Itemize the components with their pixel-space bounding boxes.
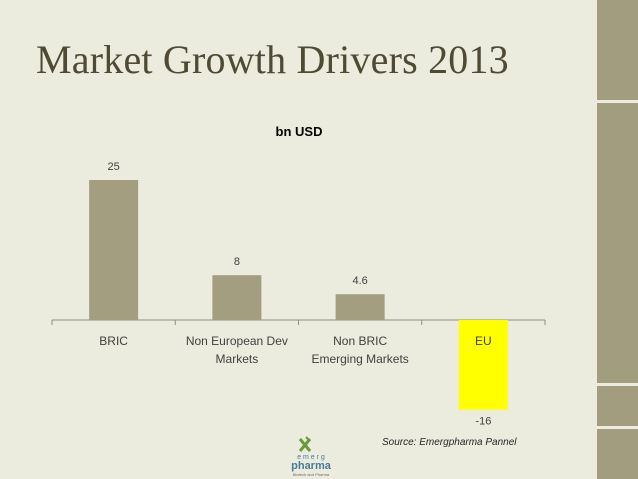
logo-text-top: e m e r g <box>297 454 325 461</box>
category-label-2: Emerging Markets <box>311 352 408 366</box>
chart-title: bn USD <box>276 124 323 139</box>
bar-1 <box>212 275 262 320</box>
logo-text-main: pharma <box>291 460 332 472</box>
slide-title: Market Growth Drivers 2013 <box>36 37 509 82</box>
side-decoration-block-top <box>597 0 638 100</box>
category-label-3: EU <box>475 334 492 348</box>
side-decoration-block-lower <box>597 386 638 426</box>
logo-text-sub: Biotech and Pharma <box>293 472 330 477</box>
data-label-2: 4.6 <box>352 275 367 287</box>
data-label-0: 25 <box>108 161 120 173</box>
emergpharma-logo: e m e r g pharma Biotech and Pharma <box>291 436 332 477</box>
category-label-1: Markets <box>216 352 259 366</box>
side-decoration-block-bottom <box>597 429 638 479</box>
data-label-3: -16 <box>475 416 491 428</box>
side-decoration-block-middle <box>597 103 638 383</box>
bar-2 <box>335 294 385 320</box>
source-note: Source: Emergpharma Pannel <box>382 437 517 448</box>
logo-leaf-icon <box>298 436 312 452</box>
category-label-1: Non European Dev <box>186 334 288 348</box>
bar-0 <box>89 180 139 320</box>
bar-chart: bn USD 25 BRIC 8 Non European Dev Markets 4.6 N… <box>51 124 546 428</box>
category-label-0: BRIC <box>99 334 128 348</box>
bar-3 <box>458 320 508 410</box>
category-label-2: Non BRIC <box>333 334 387 348</box>
data-label-1: 8 <box>234 256 240 268</box>
